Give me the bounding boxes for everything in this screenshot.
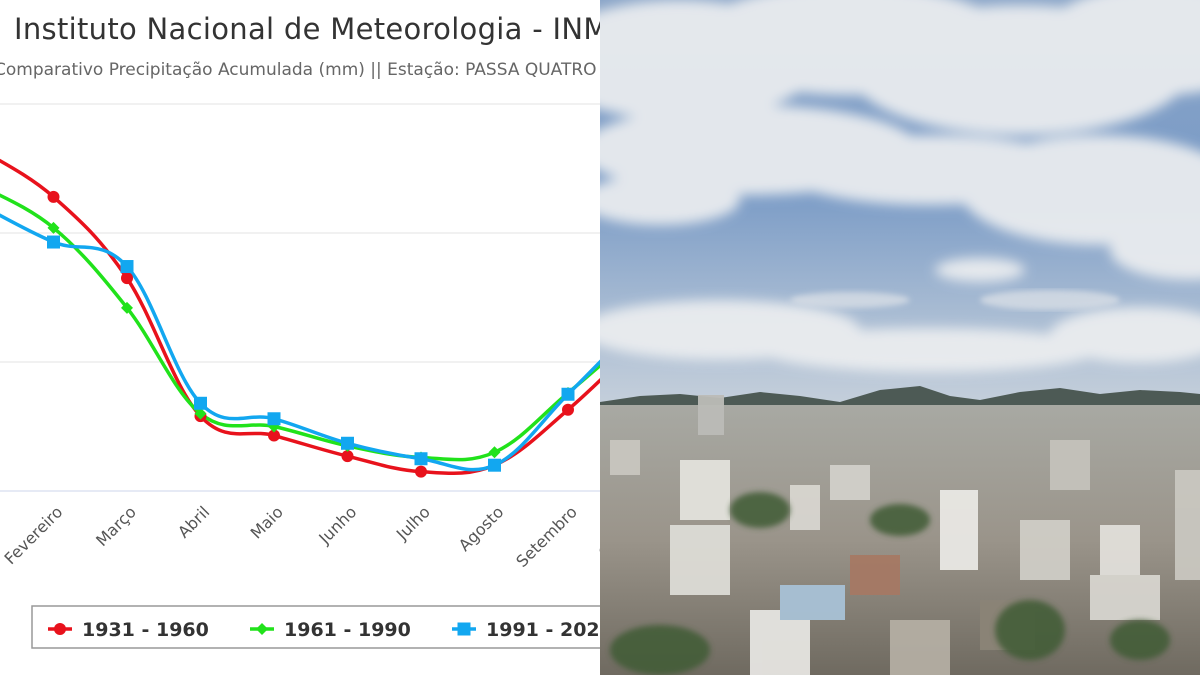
x-tick-label-maio: Maio: [247, 502, 287, 542]
chart-panel: Instituto Nacional de Meteorologia - INM…: [0, 12, 600, 649]
data-point-3-6[interactable]: [341, 436, 354, 450]
data-point-2-3[interactable]: [121, 301, 133, 314]
x-tick-label-agosto: Agosto: [455, 502, 508, 555]
data-point-2-2[interactable]: [47, 221, 60, 234]
x-tick-label-março: Março: [92, 502, 140, 550]
data-point-3-9[interactable]: [561, 387, 575, 401]
x-tick-label-setembro: Setembro: [512, 502, 581, 571]
data-point-3-3[interactable]: [120, 260, 134, 274]
x-tick-label-julho: Julho: [392, 502, 434, 544]
city-skyline-photo: [600, 0, 1200, 675]
data-point-3-7[interactable]: [414, 452, 428, 466]
data-point-3-8[interactable]: [488, 458, 501, 472]
legend-label-3[interactable]: 1991 - 2020: [486, 619, 600, 641]
photo-svg: [600, 0, 1200, 675]
trees: [610, 492, 1170, 675]
clouds: [600, 0, 1200, 372]
data-point-1-2[interactable]: [47, 190, 60, 203]
buildings: [610, 395, 1200, 675]
x-tick-label-fevereiro: Fevereiro: [1, 502, 67, 568]
data-point-1-5[interactable]: [268, 429, 280, 442]
data-point-3-5[interactable]: [267, 412, 281, 426]
series-line-3: [0, 213, 600, 472]
chart-title: Instituto Nacional de Meteorologia - INM…: [14, 12, 600, 46]
data-point-3-2[interactable]: [47, 235, 60, 249]
data-point-3-4[interactable]: [194, 396, 207, 410]
data-point-2-4[interactable]: [194, 407, 207, 420]
x-tick-label-junho: Junho: [314, 502, 360, 548]
series-line-2: [0, 193, 600, 462]
series-line-1: [0, 158, 600, 476]
data-point-1-6[interactable]: [341, 450, 354, 463]
legend-box: [31, 605, 600, 649]
legend-marker-1[interactable]: [54, 623, 66, 635]
legend-marker-2[interactable]: [256, 623, 268, 635]
line-chart: Fevereiro Março Abril Maio Junho Julho Agosto S…: [0, 103, 600, 649]
data-point-1-9[interactable]: [562, 403, 574, 416]
chart-subtitle: Comparativo Precipitação Acumulada (mm) …: [0, 60, 597, 80]
data-point-1-7[interactable]: [415, 465, 427, 478]
data-point-1-3[interactable]: [121, 272, 133, 285]
legend-label-2[interactable]: 1961 - 1990: [284, 619, 411, 641]
legend-label-1[interactable]: 1931 - 1960: [82, 619, 209, 641]
x-tick-label-abril: Abril: [174, 502, 213, 541]
legend-marker-3[interactable]: [457, 622, 471, 636]
data-point-2-8[interactable]: [488, 446, 501, 459]
